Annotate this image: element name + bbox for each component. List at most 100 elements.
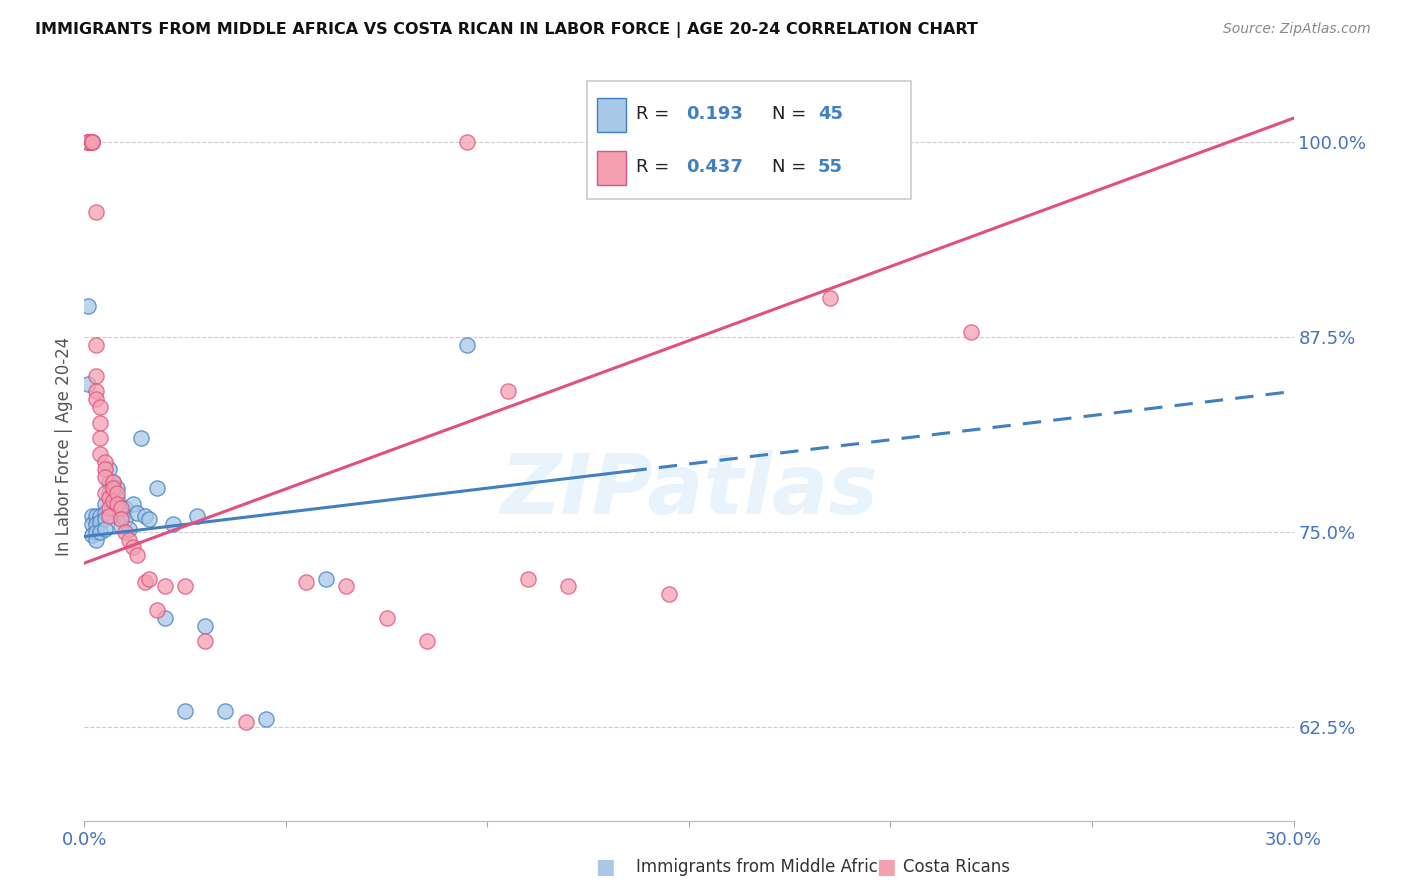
Point [416,634,439,648]
Text: 0.193: 0.193 [686,105,742,123]
Point [89,524,111,539]
Point [121,541,143,555]
Point [129,431,152,445]
Text: ZIPatlas: ZIPatlas [501,450,877,532]
FancyBboxPatch shape [596,152,627,185]
Point [114,501,136,516]
Point [153,610,176,624]
Point [315,572,337,586]
Point [86,384,108,399]
FancyBboxPatch shape [596,98,627,132]
Point [186,509,208,524]
Point [93,470,115,484]
Point [93,485,115,500]
Point [194,634,217,648]
Point [89,400,111,414]
Point [114,524,136,539]
Point [77,135,100,149]
Point [496,384,519,399]
Point [138,572,160,586]
Point [82,509,104,524]
FancyBboxPatch shape [586,81,911,200]
Text: Costa Ricans: Costa Ricans [903,858,1010,876]
Point [86,392,108,407]
Point [235,715,257,730]
Point [86,337,108,351]
Point [960,325,983,339]
Text: R =: R = [637,105,669,123]
Point [77,135,100,149]
Y-axis label: In Labor Force | Age 20-24: In Labor Force | Age 20-24 [55,336,73,556]
Point [101,481,124,495]
Point [77,135,100,149]
Point [110,501,132,516]
Text: 55: 55 [818,158,844,176]
Point [97,485,120,500]
Point [162,516,184,531]
Point [146,603,169,617]
Point [82,135,104,149]
Point [110,512,132,526]
Point [86,368,108,383]
Point [97,509,120,524]
Point [516,572,538,586]
Point [97,501,120,516]
Point [86,509,108,524]
Point [93,522,115,536]
Point [375,610,398,624]
Point [658,587,681,601]
Text: ■: ■ [595,857,614,877]
Point [110,518,132,533]
Text: IMMIGRANTS FROM MIDDLE AFRICA VS COSTA RICAN IN LABOR FORCE | AGE 20-24 CORRELAT: IMMIGRANTS FROM MIDDLE AFRICA VS COSTA R… [35,22,979,38]
Point [153,579,176,593]
Point [86,524,108,539]
Text: Immigrants from Middle Africa: Immigrants from Middle Africa [636,858,887,876]
Point [174,704,197,718]
Point [93,512,115,526]
Point [105,481,128,495]
Point [121,497,143,511]
Point [93,454,115,468]
Point [77,135,100,149]
Point [118,522,141,536]
Point [557,579,579,593]
Point [93,462,115,476]
Point [118,533,141,547]
Point [89,509,111,524]
Point [86,205,108,219]
Text: N =: N = [772,158,806,176]
Point [125,548,148,562]
Point [93,506,115,520]
Point [456,337,478,351]
Point [105,491,128,505]
Point [77,135,100,149]
Point [138,512,160,526]
Point [146,481,169,495]
Point [89,516,111,530]
Point [86,516,108,531]
Point [89,447,111,461]
Point [82,135,104,149]
Point [86,533,108,547]
Point [89,431,111,445]
Point [97,475,120,489]
Point [82,135,104,149]
Point [134,509,156,524]
Point [101,493,124,508]
Point [97,462,120,476]
Point [93,497,115,511]
Point [82,516,104,531]
Point [101,475,124,489]
Point [97,491,120,505]
Point [254,712,277,726]
Point [818,291,841,305]
Point [101,484,124,499]
Point [101,493,124,508]
Point [110,509,132,524]
Point [214,704,236,718]
Point [114,512,136,526]
Point [105,497,128,511]
Point [77,135,100,149]
Text: ■: ■ [876,857,896,877]
Point [125,506,148,520]
